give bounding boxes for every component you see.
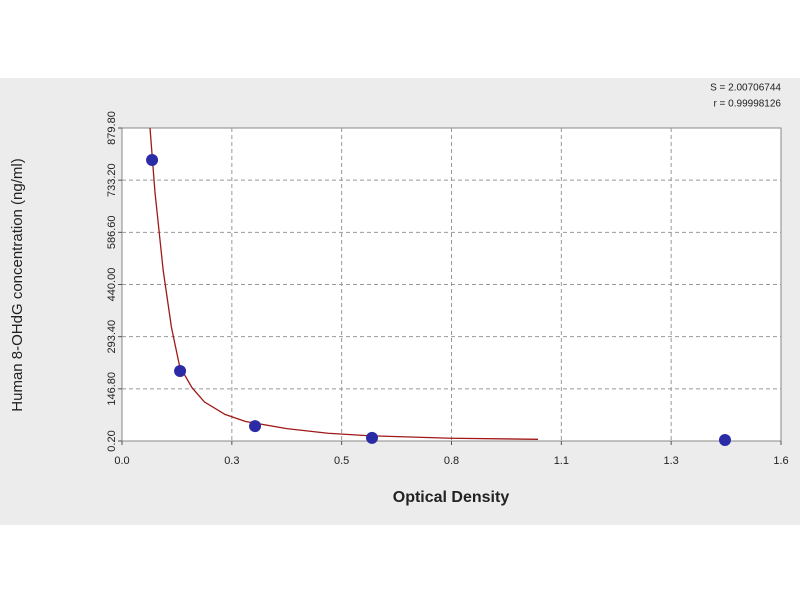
data-point	[174, 364, 187, 377]
x-tick-label: 1.3	[664, 455, 679, 467]
data-point	[366, 431, 379, 444]
data-point	[249, 420, 262, 433]
y-tick-label: 440.00	[106, 268, 118, 302]
y-tick-label: 586.60	[106, 216, 118, 250]
x-tick-label: 1.1	[554, 455, 569, 467]
x-tick-label: 0.0	[114, 455, 129, 467]
y-tick-label: 733.20	[106, 163, 118, 197]
x-tick-label: 0.8	[444, 455, 459, 467]
y-tick-label: 879.80	[106, 111, 118, 145]
y-tick-label: 146.80	[106, 372, 118, 406]
data-point	[718, 434, 731, 447]
x-tick-label: 0.5	[334, 455, 349, 467]
fit-curve	[149, 127, 539, 440]
annotation: r = 0.99998126	[713, 99, 781, 110]
y-axis-label: Human 8-OHdG concentration (ng/ml)	[9, 158, 26, 411]
data-point	[146, 153, 159, 166]
x-tick-label: 0.3	[224, 455, 239, 467]
y-tick-label: 0.20	[106, 430, 118, 451]
x-tick-label: 1.6	[773, 455, 788, 467]
y-tick-label: 293.40	[106, 320, 118, 354]
x-axis-label: Optical Density	[393, 489, 510, 506]
annotation: S = 2.00706744	[710, 83, 781, 94]
